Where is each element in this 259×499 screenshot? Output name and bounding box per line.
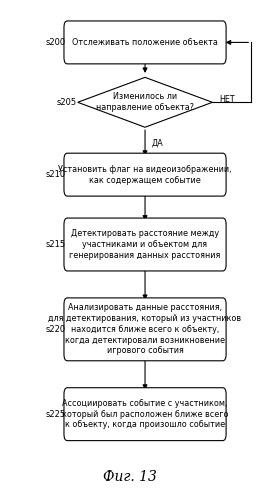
Text: Детектировать расстояние между
участниками и объектом для
генерирования данных р: Детектировать расстояние между участника… xyxy=(69,229,221,260)
Text: Фиг. 13: Фиг. 13 xyxy=(103,470,156,484)
Text: НЕТ: НЕТ xyxy=(219,95,234,104)
Text: Ассоциировать событие с участником,
который был расположен ближе всего
к объекту: Ассоциировать событие с участником, кото… xyxy=(62,399,228,430)
Text: s215: s215 xyxy=(46,240,66,249)
Text: Изменилось ли
направление объекта?: Изменилось ли направление объекта? xyxy=(96,92,194,112)
Text: ДА: ДА xyxy=(152,139,163,148)
FancyBboxPatch shape xyxy=(64,298,226,361)
Polygon shape xyxy=(78,77,212,127)
Text: Отслеживать положение объекта: Отслеживать положение объекта xyxy=(72,38,218,47)
Text: Установить флаг на видеоизображении,
как содержащем событие: Установить флаг на видеоизображении, как… xyxy=(58,165,232,185)
Text: s205: s205 xyxy=(56,98,76,107)
FancyBboxPatch shape xyxy=(64,153,226,196)
FancyBboxPatch shape xyxy=(64,218,226,271)
Text: s225: s225 xyxy=(46,410,66,419)
Text: Анализировать данные расстояния,
для детектирования, который из участников
наход: Анализировать данные расстояния, для дет… xyxy=(48,303,242,355)
FancyBboxPatch shape xyxy=(64,388,226,441)
FancyBboxPatch shape xyxy=(64,21,226,64)
Text: s220: s220 xyxy=(46,325,66,334)
Text: s210: s210 xyxy=(46,170,66,179)
Text: s200: s200 xyxy=(46,38,66,47)
